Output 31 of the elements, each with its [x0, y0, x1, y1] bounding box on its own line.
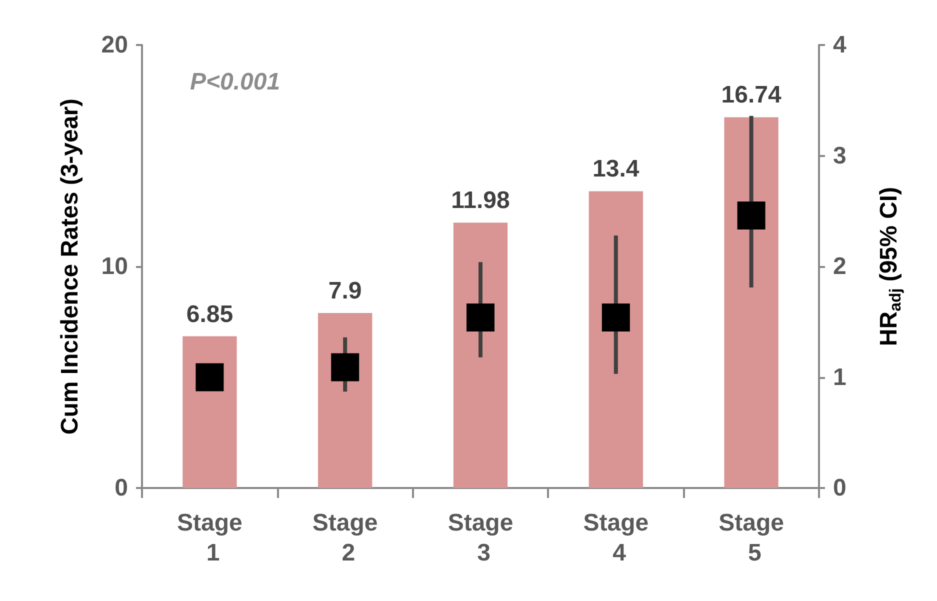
bar — [318, 313, 372, 488]
x-tick-label: Stage 2 — [312, 510, 378, 566]
bar — [182, 336, 237, 488]
x-tick-label: Stage 4 — [583, 510, 649, 566]
point — [737, 202, 766, 230]
data-label: 13.4 — [592, 156, 640, 183]
bar — [453, 222, 508, 488]
y-tick-label: 20 — [101, 32, 128, 58]
y2-tick-label: 1 — [833, 364, 846, 391]
bar — [724, 117, 778, 488]
y-axis-title: Cum Incidence Rates (3-year) — [56, 98, 84, 435]
bar — [588, 191, 643, 488]
point — [196, 363, 224, 392]
y2-tick-label: 3 — [833, 142, 846, 170]
point — [466, 303, 494, 332]
y2-tick-label: 0 — [833, 474, 846, 502]
y-tick-label: 0 — [114, 474, 128, 502]
annotation: P<0.001 — [190, 68, 280, 96]
data-label: 7.9 — [328, 278, 362, 305]
x-tick-label: Stage 1 — [177, 510, 242, 566]
x-tick-label: Stage 3 — [448, 510, 514, 566]
y-tick-label: 10 — [101, 253, 128, 280]
data-label: 16.74 — [721, 82, 782, 109]
data-label: 6.85 — [186, 300, 234, 328]
data-label: 11.98 — [451, 187, 510, 214]
y2-axis-title: HRadj (95% CI) — [876, 186, 904, 346]
x-tick-label: Stage 5 — [718, 510, 784, 566]
point — [602, 303, 630, 332]
y2-tick-label: 2 — [833, 253, 846, 280]
point — [331, 353, 360, 382]
y2-tick-label: 4 — [833, 32, 847, 58]
